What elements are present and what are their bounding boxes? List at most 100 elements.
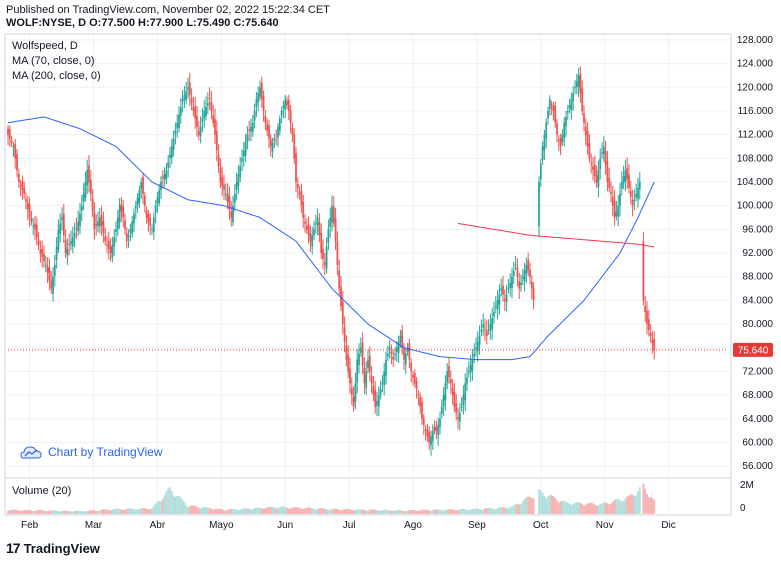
volume-bar bbox=[602, 502, 605, 514]
candle-body bbox=[73, 233, 76, 237]
volume-bar bbox=[280, 506, 283, 514]
volume-bar bbox=[370, 509, 373, 514]
candle-body bbox=[376, 401, 378, 406]
volume-bar bbox=[352, 510, 355, 514]
candle-body bbox=[626, 167, 629, 180]
footer-logo[interactable]: 17 TradingView bbox=[6, 540, 100, 556]
candle-body bbox=[205, 107, 207, 117]
candle-body bbox=[419, 396, 422, 407]
candle-body bbox=[259, 87, 261, 97]
candle-body bbox=[547, 110, 549, 119]
candle-body bbox=[298, 192, 301, 194]
candle-body bbox=[482, 324, 485, 328]
candle-body bbox=[493, 312, 495, 317]
volume-bar bbox=[10, 509, 13, 514]
volume-bar bbox=[327, 509, 330, 514]
volume-bar bbox=[143, 508, 146, 514]
candle-body bbox=[613, 200, 616, 218]
candle-body bbox=[489, 324, 492, 331]
candle-body bbox=[284, 99, 287, 110]
volume-bar bbox=[446, 509, 449, 514]
volume-bar bbox=[113, 509, 116, 514]
volume-bar bbox=[174, 496, 177, 514]
x-tick-label: Mayo bbox=[209, 520, 234, 531]
candle-body bbox=[226, 193, 229, 202]
candle-body bbox=[331, 205, 333, 223]
volume-bar bbox=[514, 504, 517, 514]
candle-body bbox=[185, 91, 188, 101]
y-tick-label: 80.000 bbox=[742, 319, 773, 330]
candle-body bbox=[277, 126, 279, 138]
candle-body bbox=[183, 95, 186, 100]
volume-bar bbox=[620, 501, 623, 514]
candle-body bbox=[363, 367, 366, 384]
volume-bar bbox=[422, 509, 425, 514]
grid-layer bbox=[5, 34, 731, 514]
candle-body bbox=[309, 233, 312, 242]
volume-bar bbox=[509, 507, 512, 514]
candle-body bbox=[644, 305, 647, 313]
volume-bar bbox=[597, 505, 600, 514]
volume-bar bbox=[275, 508, 278, 514]
volume-bar bbox=[394, 510, 396, 514]
candle-body bbox=[433, 426, 436, 431]
volume-bar bbox=[340, 510, 342, 514]
x-tick-label: Jul bbox=[343, 520, 356, 531]
candle-body bbox=[588, 143, 591, 159]
candle-body bbox=[271, 142, 274, 152]
candle-body bbox=[140, 182, 143, 190]
candle-body bbox=[179, 107, 182, 116]
volume-bar bbox=[624, 498, 627, 514]
y-tick-label: 88.000 bbox=[742, 272, 773, 283]
volume-bar bbox=[136, 509, 139, 514]
candle-body bbox=[572, 93, 575, 101]
last-price-value: 75.640 bbox=[738, 345, 769, 356]
candle-body bbox=[649, 332, 652, 336]
volume-bar bbox=[140, 508, 143, 514]
candle-body bbox=[134, 205, 137, 209]
candle-body bbox=[415, 380, 418, 390]
volume-bar bbox=[529, 496, 531, 514]
volume-bar bbox=[493, 509, 495, 514]
candle-body bbox=[44, 264, 47, 266]
candle-body bbox=[239, 166, 242, 178]
candle-body bbox=[124, 220, 126, 230]
volume-bar bbox=[525, 497, 528, 514]
chart-attribution[interactable]: Chart by TradingView bbox=[20, 444, 163, 460]
volume-bar bbox=[219, 508, 222, 514]
volume-bar bbox=[163, 494, 166, 514]
volume-bar bbox=[91, 510, 94, 514]
candle-body bbox=[264, 115, 267, 123]
volume-bar bbox=[401, 510, 404, 514]
volume-bar bbox=[527, 496, 530, 514]
volume-bar bbox=[397, 510, 400, 514]
candle-body bbox=[100, 215, 103, 226]
x-tick-label: Abr bbox=[150, 520, 166, 531]
candle-body bbox=[361, 342, 364, 366]
volume-bar bbox=[197, 507, 200, 514]
volume-bar bbox=[34, 510, 36, 514]
volume-bar bbox=[282, 506, 285, 514]
candle-body bbox=[581, 88, 584, 111]
volume-tick-label: 2M bbox=[740, 480, 754, 491]
volume-bar bbox=[487, 507, 490, 514]
candle-body bbox=[127, 235, 130, 238]
candle-body bbox=[417, 394, 420, 396]
candle-body bbox=[503, 299, 506, 301]
candle-body bbox=[386, 353, 389, 357]
volume-bar bbox=[14, 509, 17, 514]
volume-bar bbox=[433, 509, 436, 514]
candle-body bbox=[334, 218, 337, 242]
candle-body bbox=[379, 389, 382, 395]
candle-body bbox=[262, 96, 265, 111]
candle-body bbox=[88, 165, 90, 182]
candle-body bbox=[235, 182, 238, 190]
volume-bar bbox=[251, 508, 254, 514]
candle-body bbox=[548, 99, 551, 109]
volume-bar bbox=[421, 509, 423, 514]
candle-body bbox=[282, 105, 285, 108]
volume-bar bbox=[215, 508, 218, 514]
volume-bar bbox=[57, 511, 60, 514]
candle-body bbox=[147, 214, 150, 222]
